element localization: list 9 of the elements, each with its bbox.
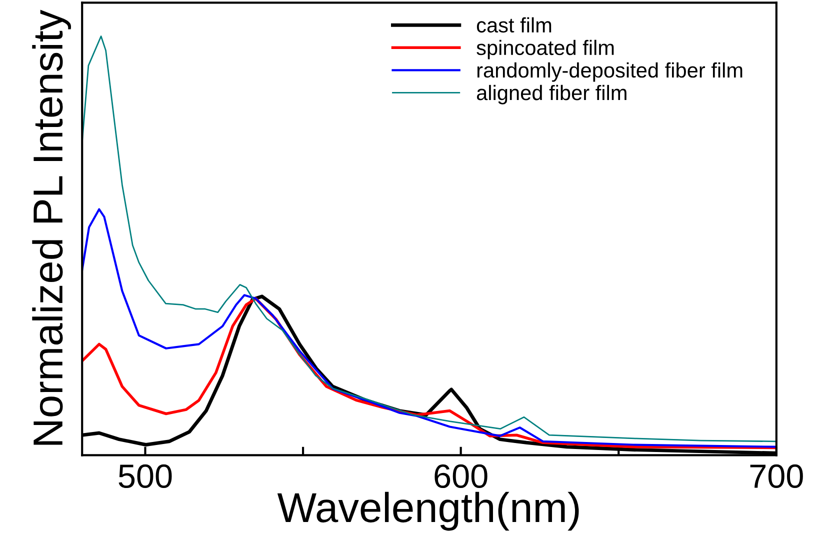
legend-label: aligned fiber film: [476, 84, 626, 104]
x-axis-title: Wavelength(nm): [277, 492, 579, 531]
x-tick-label: 600: [434, 464, 488, 488]
y-axis-title: Normalized PL Intensity: [32, 10, 71, 445]
legend-label: randomly-deposited fiber film: [477, 62, 742, 82]
legend-label: cast film: [476, 17, 552, 33]
x-tick-label: 700: [750, 464, 803, 488]
legend-label: spincoated film: [476, 40, 614, 60]
x-tick-label: 500: [118, 464, 172, 488]
